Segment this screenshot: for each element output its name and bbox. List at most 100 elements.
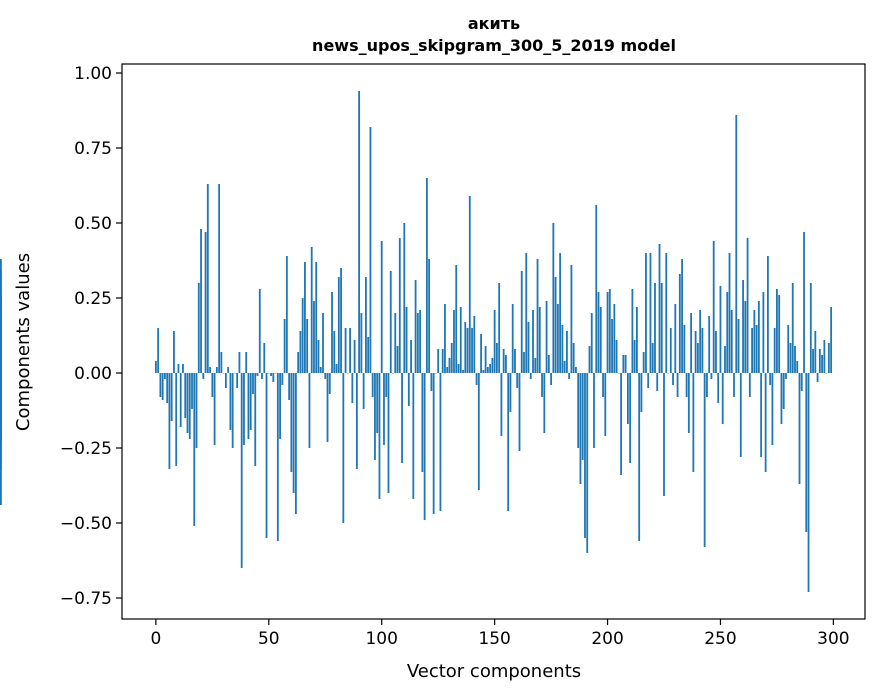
bar <box>527 322 530 373</box>
bar <box>579 373 582 484</box>
bar <box>814 331 817 373</box>
bar <box>683 325 686 373</box>
bar <box>360 313 363 373</box>
bar <box>498 283 501 373</box>
bar <box>678 274 681 373</box>
bar <box>631 289 634 373</box>
bar <box>407 373 410 406</box>
bar <box>712 241 715 373</box>
x-tick-label: 250 <box>704 629 736 649</box>
bar <box>500 373 503 436</box>
bar <box>536 259 539 373</box>
bar <box>414 280 417 373</box>
bar <box>351 373 354 403</box>
bar <box>647 373 650 388</box>
bar <box>658 244 661 373</box>
bar <box>568 373 571 379</box>
bar <box>197 283 200 373</box>
bar <box>636 307 638 373</box>
bar <box>299 331 302 373</box>
bar <box>593 373 595 448</box>
bar <box>586 373 589 553</box>
bar <box>254 373 257 466</box>
bar <box>520 271 523 373</box>
bar <box>509 373 512 412</box>
bar <box>484 346 487 373</box>
bar <box>310 247 313 373</box>
bar <box>588 346 591 373</box>
bar <box>507 373 510 511</box>
bar <box>744 301 747 373</box>
bar <box>624 355 627 373</box>
bar <box>410 340 412 373</box>
bar <box>638 373 641 541</box>
bar <box>423 373 426 520</box>
bar <box>322 313 324 373</box>
bar <box>737 319 740 373</box>
bar <box>599 307 602 373</box>
bar <box>0 373 2 505</box>
bar <box>719 286 722 373</box>
bar <box>541 373 543 397</box>
chart-title: акить <box>468 14 520 33</box>
bar <box>164 373 166 379</box>
bar <box>597 292 600 373</box>
bar <box>238 352 241 373</box>
bar <box>464 322 467 373</box>
bar <box>385 373 388 397</box>
bar <box>213 373 216 445</box>
bar <box>204 232 207 373</box>
bar <box>177 364 180 373</box>
bar <box>179 373 182 427</box>
bar <box>455 265 458 373</box>
bar <box>428 259 431 373</box>
bar <box>595 205 598 373</box>
bar <box>369 127 372 373</box>
bar <box>448 358 451 373</box>
bar <box>247 373 250 439</box>
bar <box>611 319 613 373</box>
bar <box>523 352 525 373</box>
bar <box>292 373 295 493</box>
bar <box>367 337 370 373</box>
bar <box>543 373 546 433</box>
bar <box>645 253 647 373</box>
bar <box>215 367 218 373</box>
bar <box>315 262 318 373</box>
bar <box>308 373 311 448</box>
bar <box>421 373 424 472</box>
bar <box>706 373 708 397</box>
bar <box>514 349 516 373</box>
bar <box>730 310 733 373</box>
bar <box>462 370 464 373</box>
bar <box>202 373 205 379</box>
bar <box>166 373 169 403</box>
bar <box>441 349 444 373</box>
bar <box>328 373 331 394</box>
bar <box>633 340 636 373</box>
bar <box>344 328 347 373</box>
bar <box>437 349 440 373</box>
bar <box>432 373 435 514</box>
bar <box>324 373 327 379</box>
bar <box>613 304 616 373</box>
bar <box>663 373 665 496</box>
bar <box>270 373 272 376</box>
bar <box>827 343 830 373</box>
plot-frame <box>121 63 866 620</box>
bar <box>615 340 618 373</box>
bar <box>703 373 706 547</box>
bar <box>396 346 399 373</box>
bar <box>809 283 812 373</box>
bar <box>371 373 374 397</box>
bar <box>717 373 720 403</box>
bar <box>439 373 442 511</box>
bar <box>313 301 315 373</box>
bar <box>209 367 211 373</box>
x-tick-label: 300 <box>817 629 849 649</box>
bar <box>333 331 336 373</box>
y-tick-label: 1.00 <box>74 64 112 84</box>
bar <box>780 373 783 424</box>
bar <box>803 232 805 373</box>
bar <box>733 373 735 397</box>
